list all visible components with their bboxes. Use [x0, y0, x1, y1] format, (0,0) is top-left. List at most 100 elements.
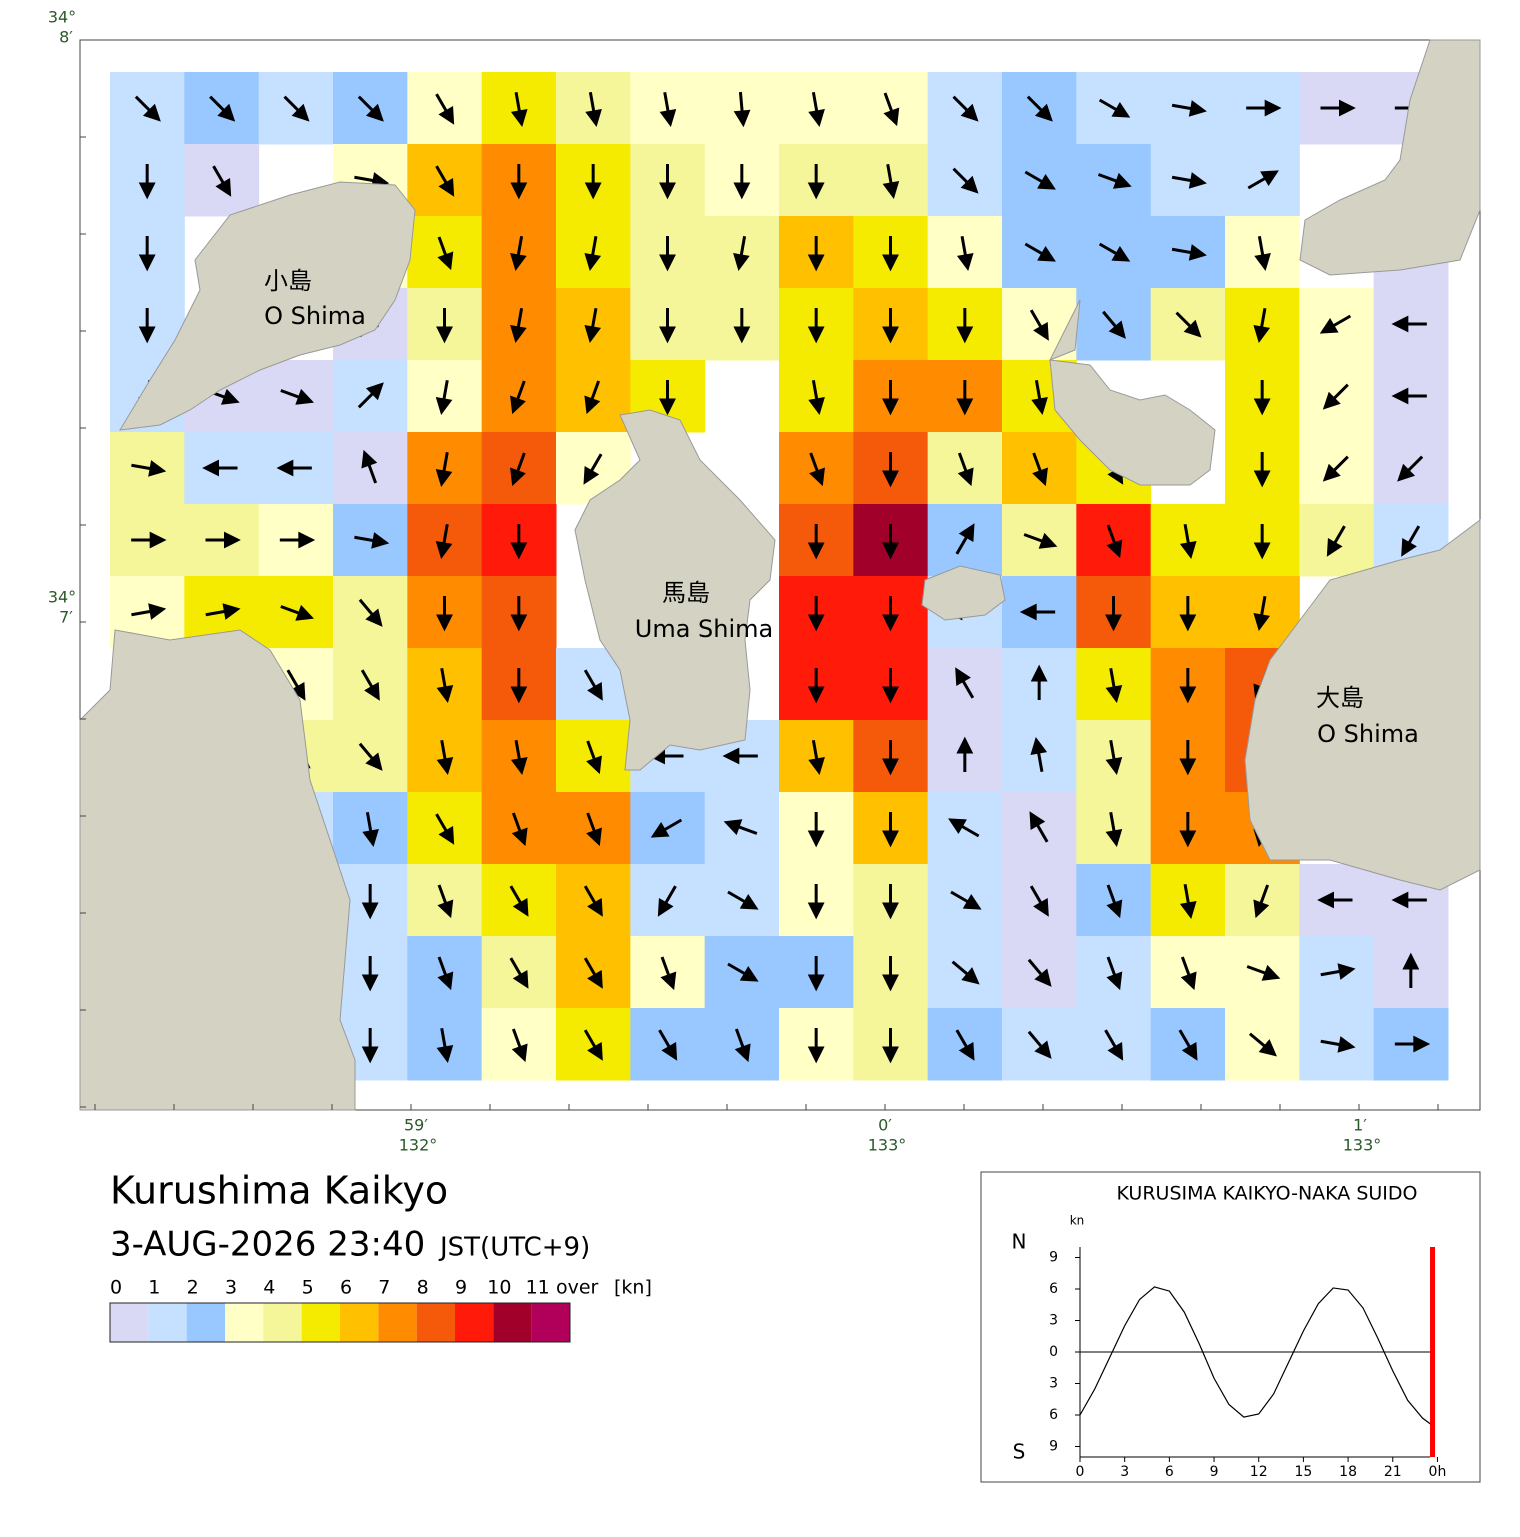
- current-arrow: [957, 452, 974, 487]
- current-arrow: [354, 532, 390, 549]
- current-arrow: [1027, 958, 1052, 987]
- current-arrow: [1178, 1029, 1198, 1061]
- datetime: 3-AUG-2026 23:40: [110, 1225, 425, 1265]
- current-arrow: [882, 380, 899, 416]
- x-tick-label: 0h: [1429, 1464, 1447, 1480]
- legend-swatch: [416, 1303, 455, 1342]
- lon-label: 59′: [404, 1116, 428, 1135]
- x-tick-label: 18: [1339, 1464, 1357, 1480]
- current-arrow: [205, 603, 241, 620]
- current-arrow: [279, 531, 316, 549]
- legend-label: 7: [378, 1277, 390, 1299]
- current-arrow: [951, 960, 980, 985]
- current-arrow: [882, 524, 899, 560]
- y-tick-label: 0: [1049, 1344, 1058, 1360]
- legend-swatch: [493, 1303, 532, 1342]
- current-arrow: [883, 92, 900, 127]
- current-arrow: [659, 380, 676, 416]
- current-arrow: [435, 379, 453, 416]
- current-arrow: [1024, 170, 1056, 190]
- current-arrow: [138, 308, 156, 344]
- current-arrow: [807, 164, 825, 200]
- y-tick-label: 9: [1049, 1439, 1058, 1455]
- current-arrow: [1320, 99, 1356, 117]
- y-unit: kn: [1070, 1214, 1085, 1228]
- lat-label: 7′: [59, 608, 73, 627]
- legend-swatch: [110, 1303, 149, 1342]
- current-arrow: [1397, 455, 1424, 482]
- current-arrow: [134, 95, 161, 122]
- current-arrow: [723, 819, 758, 836]
- current-arrow: [1179, 668, 1197, 704]
- current-arrow: [435, 165, 455, 197]
- current-arrow: [586, 812, 602, 847]
- place-name: 小島: [264, 267, 312, 295]
- current-arrow: [659, 236, 676, 272]
- current-arrow: [882, 668, 899, 704]
- current-arrow: [436, 667, 454, 704]
- current-arrow: [360, 669, 380, 701]
- current-arrow: [1253, 380, 1271, 416]
- current-arrow: [205, 531, 241, 549]
- current-arrow: [1179, 523, 1197, 560]
- current-arrow: [1098, 242, 1131, 262]
- current-arrow: [1247, 170, 1279, 190]
- current-arrow: [209, 95, 236, 122]
- current-arrow: [1024, 242, 1056, 262]
- place-name: Uma Shima: [635, 615, 773, 643]
- current-arrow: [435, 451, 453, 488]
- legend-unit: [kn]: [614, 1277, 652, 1299]
- land: [1048, 299, 1081, 361]
- current-arrow: [807, 956, 825, 992]
- x-tick-label: 0: [1076, 1464, 1085, 1480]
- land: [1244, 519, 1481, 891]
- current-arrow: [722, 747, 758, 765]
- current-arrow: [286, 669, 306, 701]
- current-arrow: [1104, 1029, 1124, 1061]
- legend-label: 9: [455, 1277, 467, 1299]
- x-tick-label: 15: [1294, 1464, 1312, 1480]
- current-arrow: [808, 91, 825, 128]
- current-arrow: [584, 235, 602, 272]
- x-tick-label: 3: [1120, 1464, 1129, 1480]
- current-arrow: [1391, 315, 1427, 333]
- current-arrow: [807, 236, 825, 272]
- current-arrow: [509, 957, 529, 989]
- current-arrow: [1171, 172, 1207, 189]
- lon-label: 133°: [1343, 1136, 1382, 1155]
- current-arrow: [807, 524, 825, 560]
- legend-label: 3: [225, 1277, 237, 1299]
- current-arrow: [510, 668, 528, 704]
- current-arrow: [1326, 525, 1346, 557]
- current-arrow: [358, 742, 383, 771]
- legend-swatch: [263, 1303, 302, 1342]
- current-arrow: [583, 1029, 603, 1061]
- current-arrow: [727, 962, 759, 982]
- legend-label: 0: [110, 1277, 122, 1299]
- north-label: N: [1012, 1230, 1027, 1254]
- current-arrow: [882, 1028, 899, 1064]
- south-label: S: [1013, 1440, 1026, 1464]
- current-arrow: [357, 382, 384, 409]
- legend-label: 10: [487, 1277, 511, 1299]
- current-arrow: [437, 956, 454, 991]
- current-arrow: [510, 452, 526, 487]
- place-name: O Shima: [1317, 720, 1419, 748]
- current-arrow: [510, 524, 528, 560]
- current-arrow: [882, 163, 900, 200]
- current-arrow: [1391, 891, 1427, 909]
- legend-label: 1: [148, 1277, 160, 1299]
- current-arrow: [657, 885, 677, 917]
- current-arrow: [952, 167, 979, 194]
- y-tick-label: 6: [1049, 1281, 1058, 1297]
- legend-label: 4: [263, 1277, 275, 1299]
- current-arrow: [1171, 244, 1207, 261]
- current-arrow: [1106, 884, 1123, 919]
- current-arrow: [1023, 532, 1058, 549]
- current-arrow: [362, 811, 379, 848]
- current-arrow: [1179, 740, 1197, 776]
- current-arrow: [956, 308, 974, 344]
- current-arrow: [584, 380, 601, 415]
- title: Kurushima Kaikyo: [110, 1169, 448, 1213]
- current-arrow: [1401, 525, 1421, 557]
